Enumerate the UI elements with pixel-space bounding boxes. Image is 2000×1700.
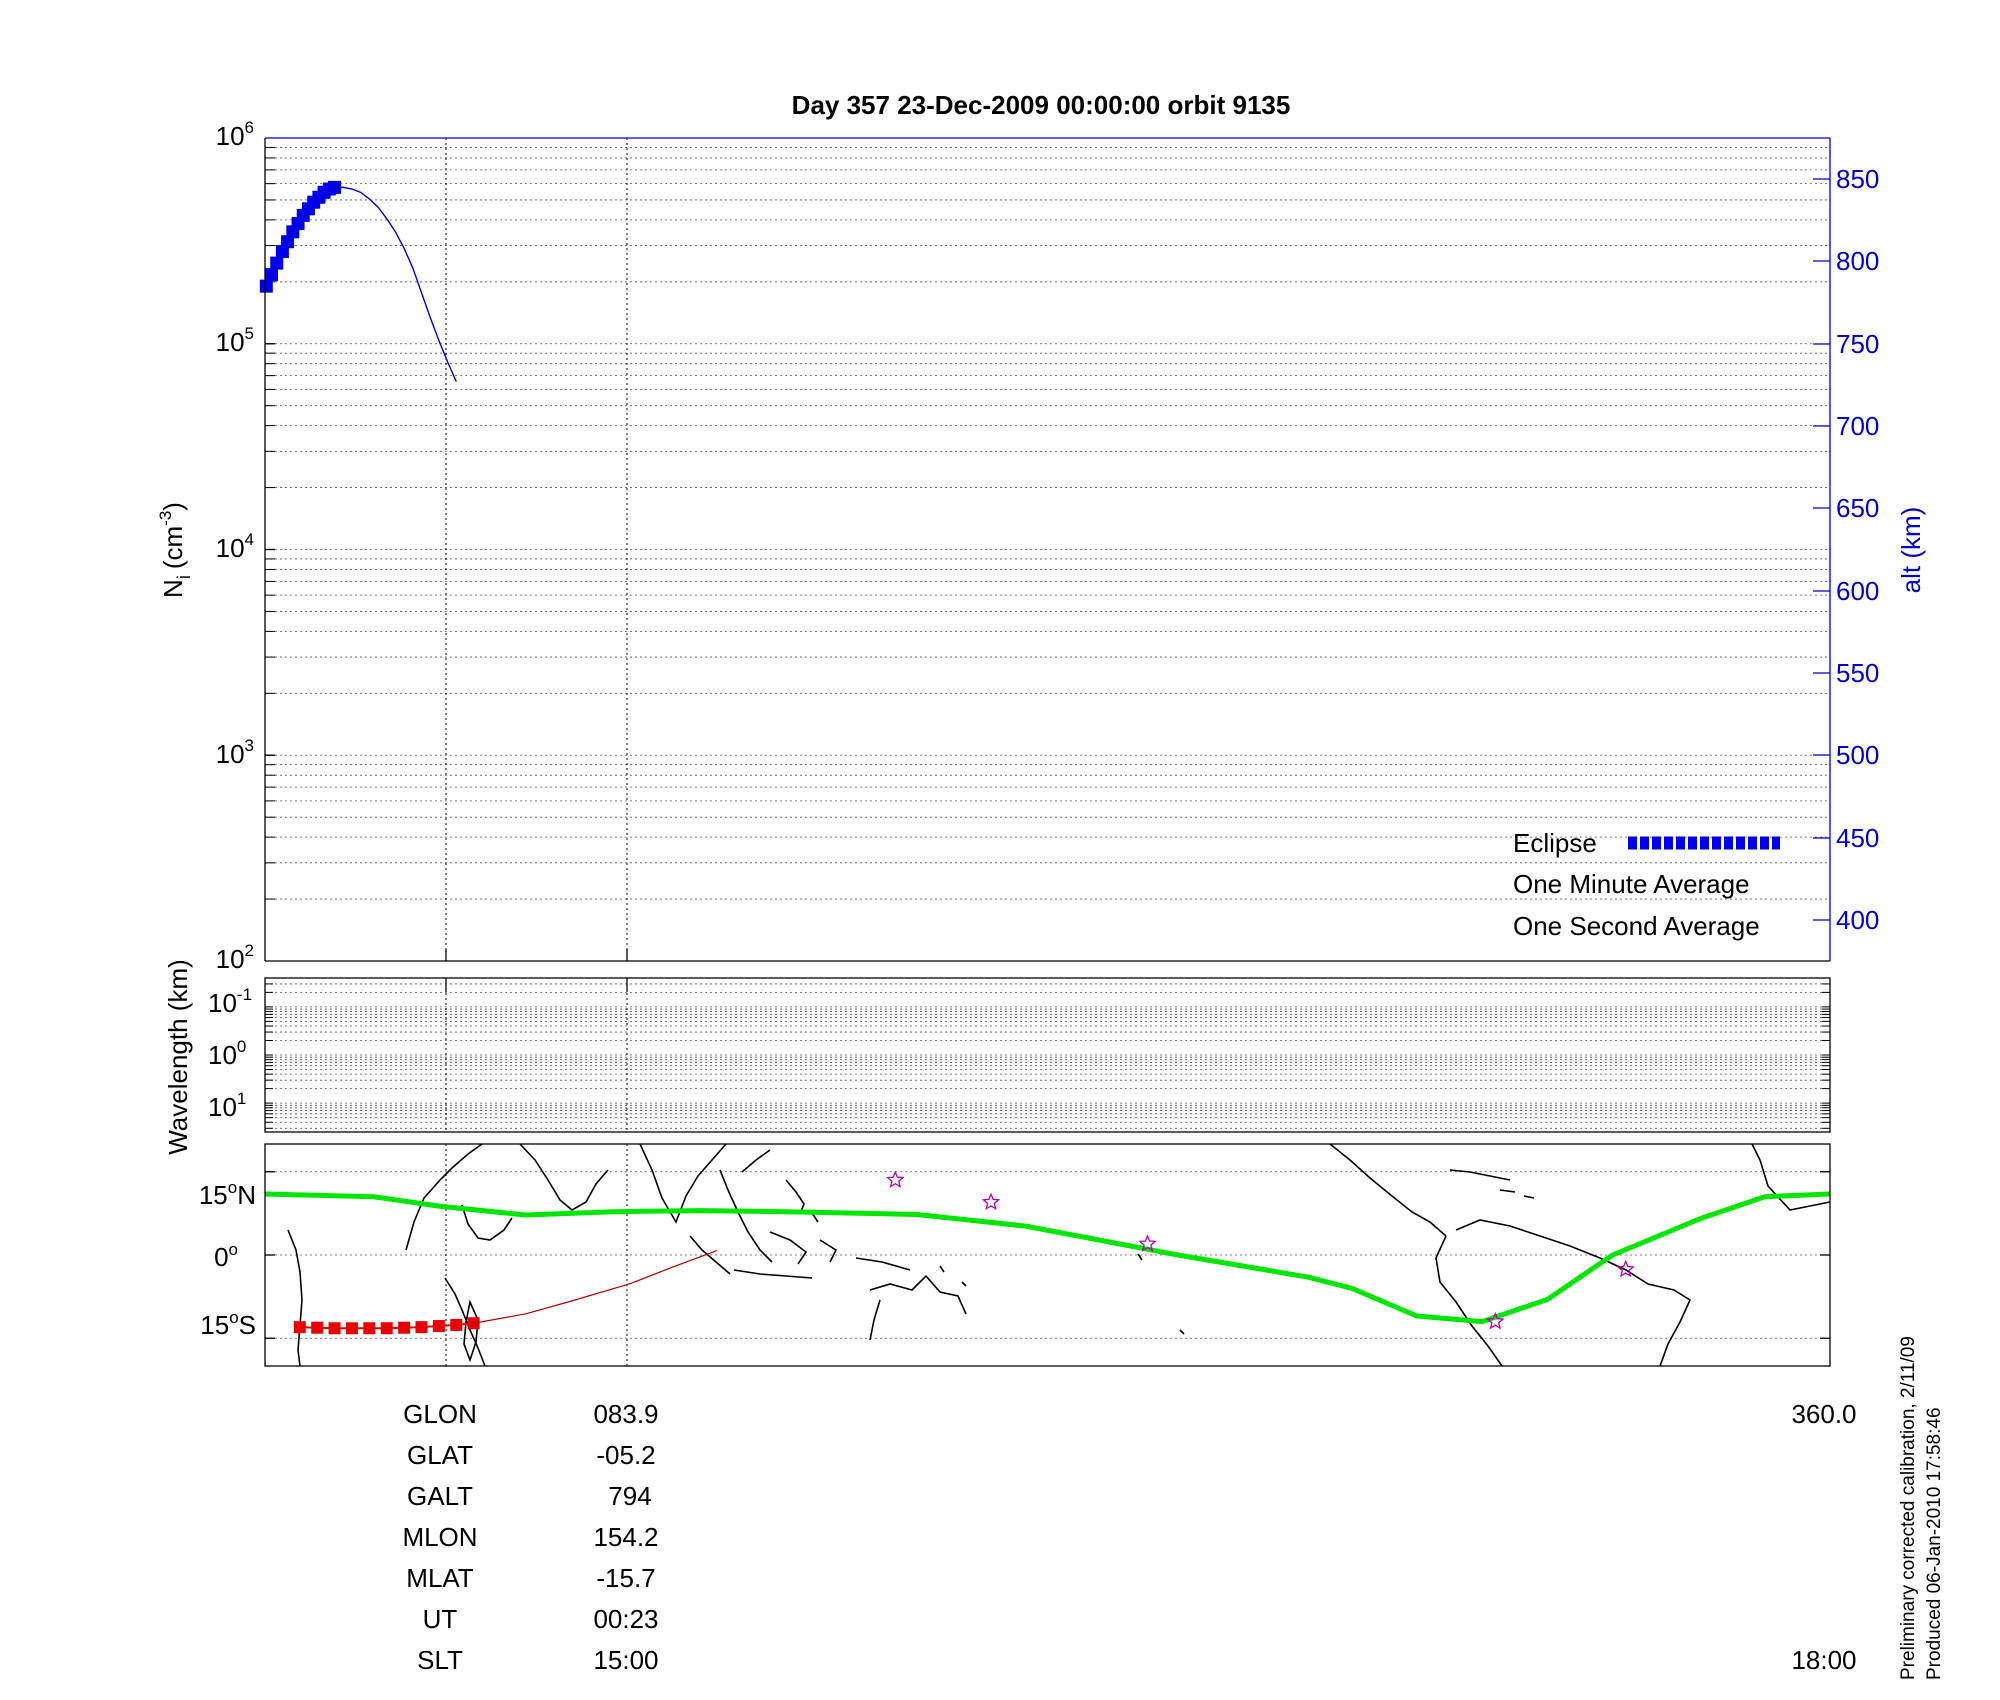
info-value: -15.7 [596, 1563, 655, 1593]
slt-end-value: 18:00 [1791, 1645, 1856, 1675]
altitude-ticks [1813, 178, 1830, 921]
wavelength-y-tick-label: 10-1 [208, 985, 252, 1018]
info-label: MLON [402, 1522, 477, 1552]
altitude-tick-label: 700 [1836, 411, 1879, 441]
indonesia-coastline [689, 1231, 911, 1279]
lon-end-value: 360.0 [1791, 1399, 1856, 1429]
altitude-tick-label: 800 [1836, 246, 1879, 276]
eclipse-track-marker [450, 1318, 463, 1331]
info-table: GLON 083.9 GLAT -05.2 GALT 794 MLON 154.… [402, 1399, 1856, 1675]
eclipse-marker [275, 245, 289, 259]
map-series [264, 1170, 1831, 1335]
info-label: GLON [403, 1399, 477, 1429]
eclipse-marker [259, 279, 273, 293]
altitude-tick-label: 550 [1836, 658, 1879, 688]
station-star-icon [1616, 1259, 1635, 1278]
density-grid [265, 146, 1830, 900]
central-america-coastline [1329, 1143, 1447, 1237]
info-label: MLAT [406, 1563, 474, 1593]
map-frame [264, 1143, 1831, 1367]
legend: Eclipse One Minute Average One Second Av… [1513, 828, 1780, 941]
eclipse-marker [270, 256, 284, 270]
produced-note: Produced 06-Jan-2010 17:58:46 [1924, 1407, 1945, 1680]
info-value: 15:00 [593, 1645, 658, 1675]
south-america-coastline [1435, 1235, 1503, 1367]
eclipse-track-marker [363, 1322, 376, 1335]
station-star-icon [886, 1170, 905, 1188]
magnetic-equator-line [264, 1191, 1831, 1325]
altitude-axis-label: alt (km) [1896, 507, 1926, 594]
info-label: UT [423, 1604, 458, 1634]
density-y-tick-label: 102 [216, 941, 254, 974]
australia-coastline [869, 1274, 967, 1341]
arabia-coastline [519, 1143, 609, 1211]
legend-eclipse-label: Eclipse [1513, 828, 1597, 858]
info-label: GLAT [407, 1440, 473, 1470]
density-y-tick-label: 106 [216, 118, 254, 151]
altitude-tick-label: 650 [1836, 493, 1879, 523]
eclipse-track-marker [345, 1322, 358, 1335]
africa-coastline [405, 1143, 483, 1251]
station-star-icon [1138, 1234, 1157, 1252]
caribbean-coastline [1449, 1169, 1535, 1199]
density-y-tick-label: 103 [216, 736, 254, 769]
eclipse-track-marker [311, 1321, 324, 1334]
altitude-tick-label: 750 [1836, 329, 1879, 359]
density-y-tick-label: 104 [216, 530, 254, 563]
map-lat-tick-label: 15oS [200, 1308, 256, 1340]
map-grid [265, 1171, 1830, 1339]
eclipse-marker [281, 235, 295, 249]
info-label: SLT [417, 1645, 463, 1675]
eclipse-track-marker [293, 1321, 306, 1334]
density-y-axis-label: Ni(cm-3) [156, 502, 194, 598]
altitude-tick-label: 600 [1836, 576, 1879, 606]
wavelength-panel: 10-1 100 101 Wavelength (km) [163, 959, 1831, 1155]
altitude-tick-label: 400 [1836, 905, 1879, 935]
wavelength-y-tick-label: 101 [208, 1089, 246, 1122]
chart-title: Day 357 23-Dec-2009 00:00:00 orbit 9135 [792, 90, 1291, 120]
africa-coastline [461, 1204, 513, 1241]
density-series [259, 180, 457, 382]
map-panel: 15oN 0o 15oS [199, 1143, 1831, 1367]
calibration-note: Preliminary corrected calibration, 2/11/… [1898, 1336, 1919, 1680]
altitude-tick-label: 450 [1836, 823, 1879, 853]
info-value: -05.2 [596, 1440, 655, 1470]
map-lat-tick-label: 0o [214, 1240, 238, 1272]
africa-coastline [287, 1229, 303, 1367]
south-america-coastline [1455, 1219, 1692, 1367]
map-lat-tick-label: 15oN [199, 1178, 256, 1210]
station-star-icon [1486, 1311, 1505, 1330]
legend-one-minute-label: One Minute Average [1513, 869, 1750, 899]
eclipse-marker [265, 268, 279, 282]
coastlines [287, 1143, 1831, 1367]
wavelength-y-axis-label: Wavelength (km) [163, 959, 193, 1155]
altitude-tick-label: 500 [1836, 740, 1879, 770]
info-value: 154.2 [593, 1522, 658, 1552]
legend-one-second-label: One Second Average [1513, 911, 1760, 941]
southeast-asia-coastline [719, 1149, 773, 1263]
info-label: GALT [407, 1481, 473, 1511]
station-star-icon [981, 1192, 1001, 1211]
eclipse-track-marker [328, 1322, 341, 1335]
eclipse-track-marker [380, 1322, 393, 1335]
wavelength-grid [265, 983, 1830, 1129]
eclipse-track-marker [415, 1321, 428, 1334]
wavelength-y-tick-label: 100 [208, 1037, 246, 1070]
altitude-tick-label: 850 [1836, 164, 1879, 194]
eclipse-track-marker [398, 1321, 411, 1334]
satellite-track-line [473, 1249, 718, 1324]
info-value: 083.9 [593, 1399, 658, 1429]
pacific-islands [939, 1253, 1185, 1335]
eclipse-track-marker [432, 1320, 445, 1333]
altitude-line [334, 186, 457, 382]
info-value: 00:23 [593, 1604, 658, 1634]
info-value: 794 [608, 1481, 651, 1511]
density-panel: 102 103 104 105 106 Ni(cm-3) 400 450 500… [156, 118, 1926, 974]
density-y-tick-label: 105 [216, 324, 254, 357]
